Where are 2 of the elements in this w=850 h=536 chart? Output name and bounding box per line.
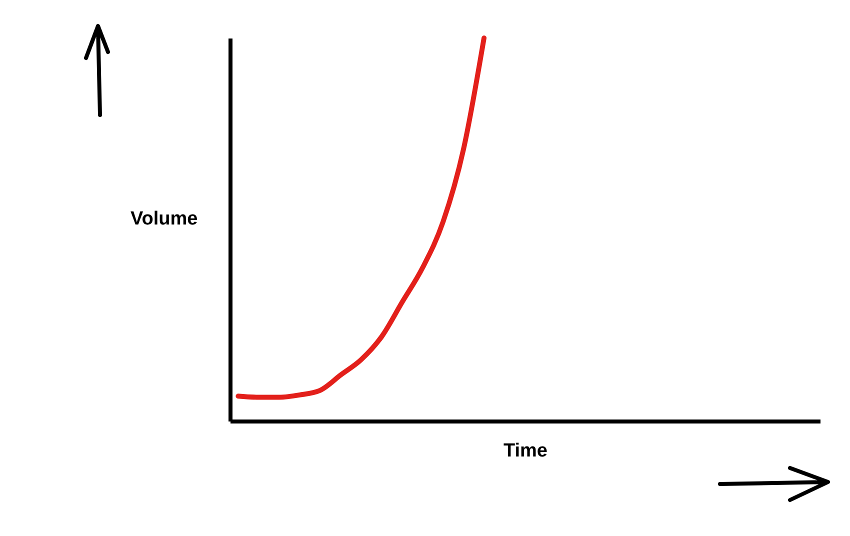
x-axis-title: Time [503, 440, 548, 462]
y-axis-title: Volume [130, 208, 198, 230]
